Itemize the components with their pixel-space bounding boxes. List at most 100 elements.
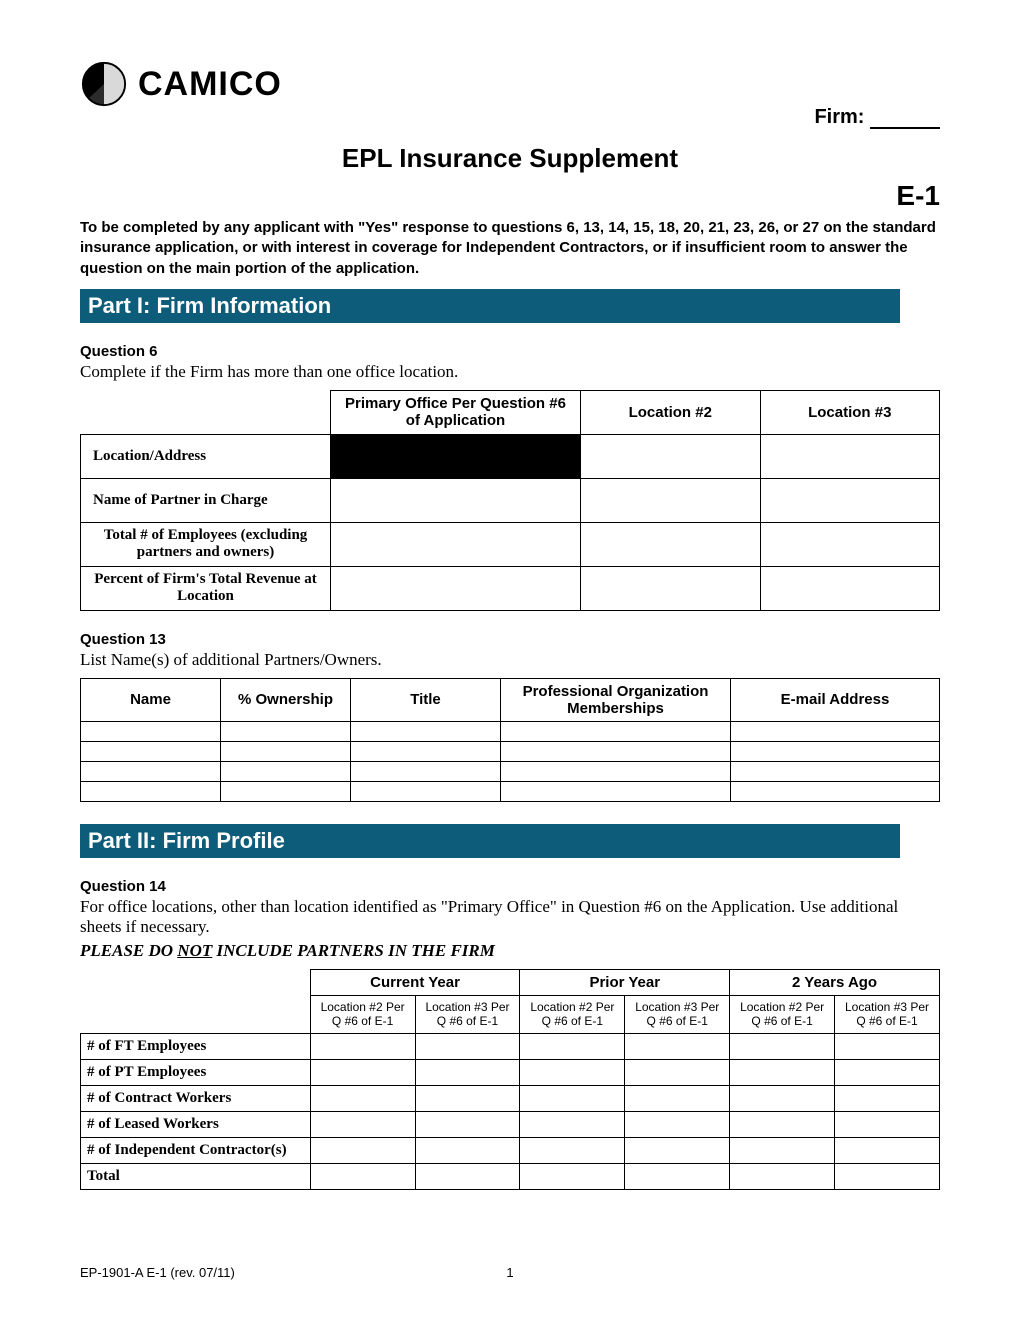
q14-cell[interactable] [520, 1137, 625, 1163]
q14-sub-loc3: Location #3 Per Q #6 of E-1 [625, 995, 730, 1033]
q13-cell[interactable] [81, 721, 221, 741]
q14-cell[interactable] [625, 1137, 730, 1163]
q14-cell[interactable] [625, 1059, 730, 1085]
q14-cell[interactable] [310, 1137, 415, 1163]
q6-cell[interactable] [331, 478, 581, 522]
q6-row-partner: Name of Partner in Charge [81, 478, 331, 522]
q13-cell[interactable] [501, 721, 731, 741]
q6-cell[interactable] [581, 434, 761, 478]
q13-cell[interactable] [731, 781, 940, 801]
q14-period-2years: 2 Years Ago [730, 969, 940, 995]
table-row [81, 741, 940, 761]
q6-cell[interactable] [760, 434, 940, 478]
q14-cell[interactable] [310, 1033, 415, 1059]
q13-cell[interactable] [501, 761, 731, 781]
q14-cell[interactable] [520, 1085, 625, 1111]
q14-cell[interactable] [415, 1163, 520, 1189]
q14-sub-loc2: Location #2 Per Q #6 of E-1 [310, 995, 415, 1033]
q13-cell[interactable] [221, 721, 351, 741]
q14-cell[interactable] [520, 1111, 625, 1137]
table-row: Location/Address [81, 434, 940, 478]
q13-cell[interactable] [731, 741, 940, 761]
q6-col-loc2: Location #2 [581, 390, 761, 434]
part-1-header: Part I: Firm Information [80, 289, 900, 323]
q13-cell[interactable] [731, 761, 940, 781]
q14-cell[interactable] [520, 1059, 625, 1085]
q14-cell[interactable] [415, 1033, 520, 1059]
q14-cell[interactable] [520, 1033, 625, 1059]
page-container: CAMICO Firm: EPL Insurance Supplement E-… [0, 0, 1020, 1320]
q14-cell[interactable] [310, 1163, 415, 1189]
q13-cell[interactable] [221, 781, 351, 801]
q13-cell[interactable] [351, 721, 501, 741]
q14-cell[interactable] [835, 1085, 940, 1111]
q14-desc: For office locations, other than locatio… [80, 897, 940, 937]
q6-cell[interactable] [581, 566, 761, 610]
q14-row-pt: # of PT Employees [81, 1059, 311, 1085]
q6-cell[interactable] [581, 478, 761, 522]
q14-cell[interactable] [835, 1111, 940, 1137]
q6-cell[interactable] [760, 478, 940, 522]
q14-cell[interactable] [310, 1085, 415, 1111]
q13-cell[interactable] [81, 761, 221, 781]
q14-cell[interactable] [310, 1111, 415, 1137]
q14-cell[interactable] [730, 1111, 835, 1137]
table-row [81, 761, 940, 781]
q14-cell[interactable] [730, 1137, 835, 1163]
q13-cell[interactable] [351, 741, 501, 761]
q14-table: Current Year Prior Year 2 Years Ago Loca… [80, 969, 940, 1190]
q13-cell[interactable] [501, 741, 731, 761]
q14-cell[interactable] [625, 1163, 730, 1189]
table-row: # of Contract Workers [81, 1085, 940, 1111]
q14-cell[interactable] [625, 1085, 730, 1111]
q14-cell[interactable] [835, 1033, 940, 1059]
q14-cell[interactable] [625, 1033, 730, 1059]
q14-sub-loc3: Location #3 Per Q #6 of E-1 [835, 995, 940, 1033]
q6-cell[interactable] [581, 522, 761, 566]
logo-text: CAMICO [138, 65, 282, 104]
q13-cell[interactable] [731, 721, 940, 741]
q14-cell[interactable] [835, 1137, 940, 1163]
q6-cell[interactable] [760, 566, 940, 610]
q6-cell[interactable] [331, 522, 581, 566]
q14-row-ft: # of FT Employees [81, 1033, 311, 1059]
firm-input-blank[interactable] [870, 127, 940, 129]
q14-cell[interactable] [415, 1085, 520, 1111]
q13-cell[interactable] [351, 781, 501, 801]
q13-cell[interactable] [351, 761, 501, 781]
q6-cell[interactable] [760, 522, 940, 566]
q6-desc: Complete if the Firm has more than one o… [80, 362, 940, 382]
q14-cell[interactable] [520, 1163, 625, 1189]
q6-table: Primary Office Per Question #6 of Applic… [80, 390, 940, 611]
q13-col-title: Title [351, 678, 501, 721]
logo-row: CAMICO [80, 60, 940, 108]
q6-col-primary: Primary Office Per Question #6 of Applic… [331, 390, 581, 434]
q14-sub-loc2: Location #2 Per Q #6 of E-1 [520, 995, 625, 1033]
q6-cell[interactable] [331, 566, 581, 610]
q14-cell[interactable] [415, 1059, 520, 1085]
q14-row-leased: # of Leased Workers [81, 1111, 311, 1137]
q14-cell[interactable] [310, 1059, 415, 1085]
q14-cell[interactable] [415, 1111, 520, 1137]
q6-col-loc3: Location #3 [760, 390, 940, 434]
q14-cell[interactable] [835, 1163, 940, 1189]
q13-cell[interactable] [221, 741, 351, 761]
page-footer: EP-1901-A E-1 (rev. 07/11) 1 [80, 1265, 940, 1280]
table-row: Total # of Employees (excluding partners… [81, 522, 940, 566]
camico-logo-icon [80, 60, 128, 108]
q13-cell[interactable] [501, 781, 731, 801]
table-row: # of Independent Contractor(s) [81, 1137, 940, 1163]
q14-cell[interactable] [730, 1085, 835, 1111]
part-2-header: Part II: Firm Profile [80, 824, 900, 858]
q14-cell[interactable] [835, 1059, 940, 1085]
q14-cell[interactable] [730, 1033, 835, 1059]
q13-cell[interactable] [221, 761, 351, 781]
q14-cell[interactable] [730, 1059, 835, 1085]
q13-cell[interactable] [81, 741, 221, 761]
q13-cell[interactable] [81, 781, 221, 801]
q14-cell[interactable] [415, 1137, 520, 1163]
footer-form-id: EP-1901-A E-1 (rev. 07/11) [80, 1265, 235, 1280]
q14-cell[interactable] [730, 1163, 835, 1189]
q14-cell[interactable] [625, 1111, 730, 1137]
firm-label: Firm: [814, 106, 864, 128]
